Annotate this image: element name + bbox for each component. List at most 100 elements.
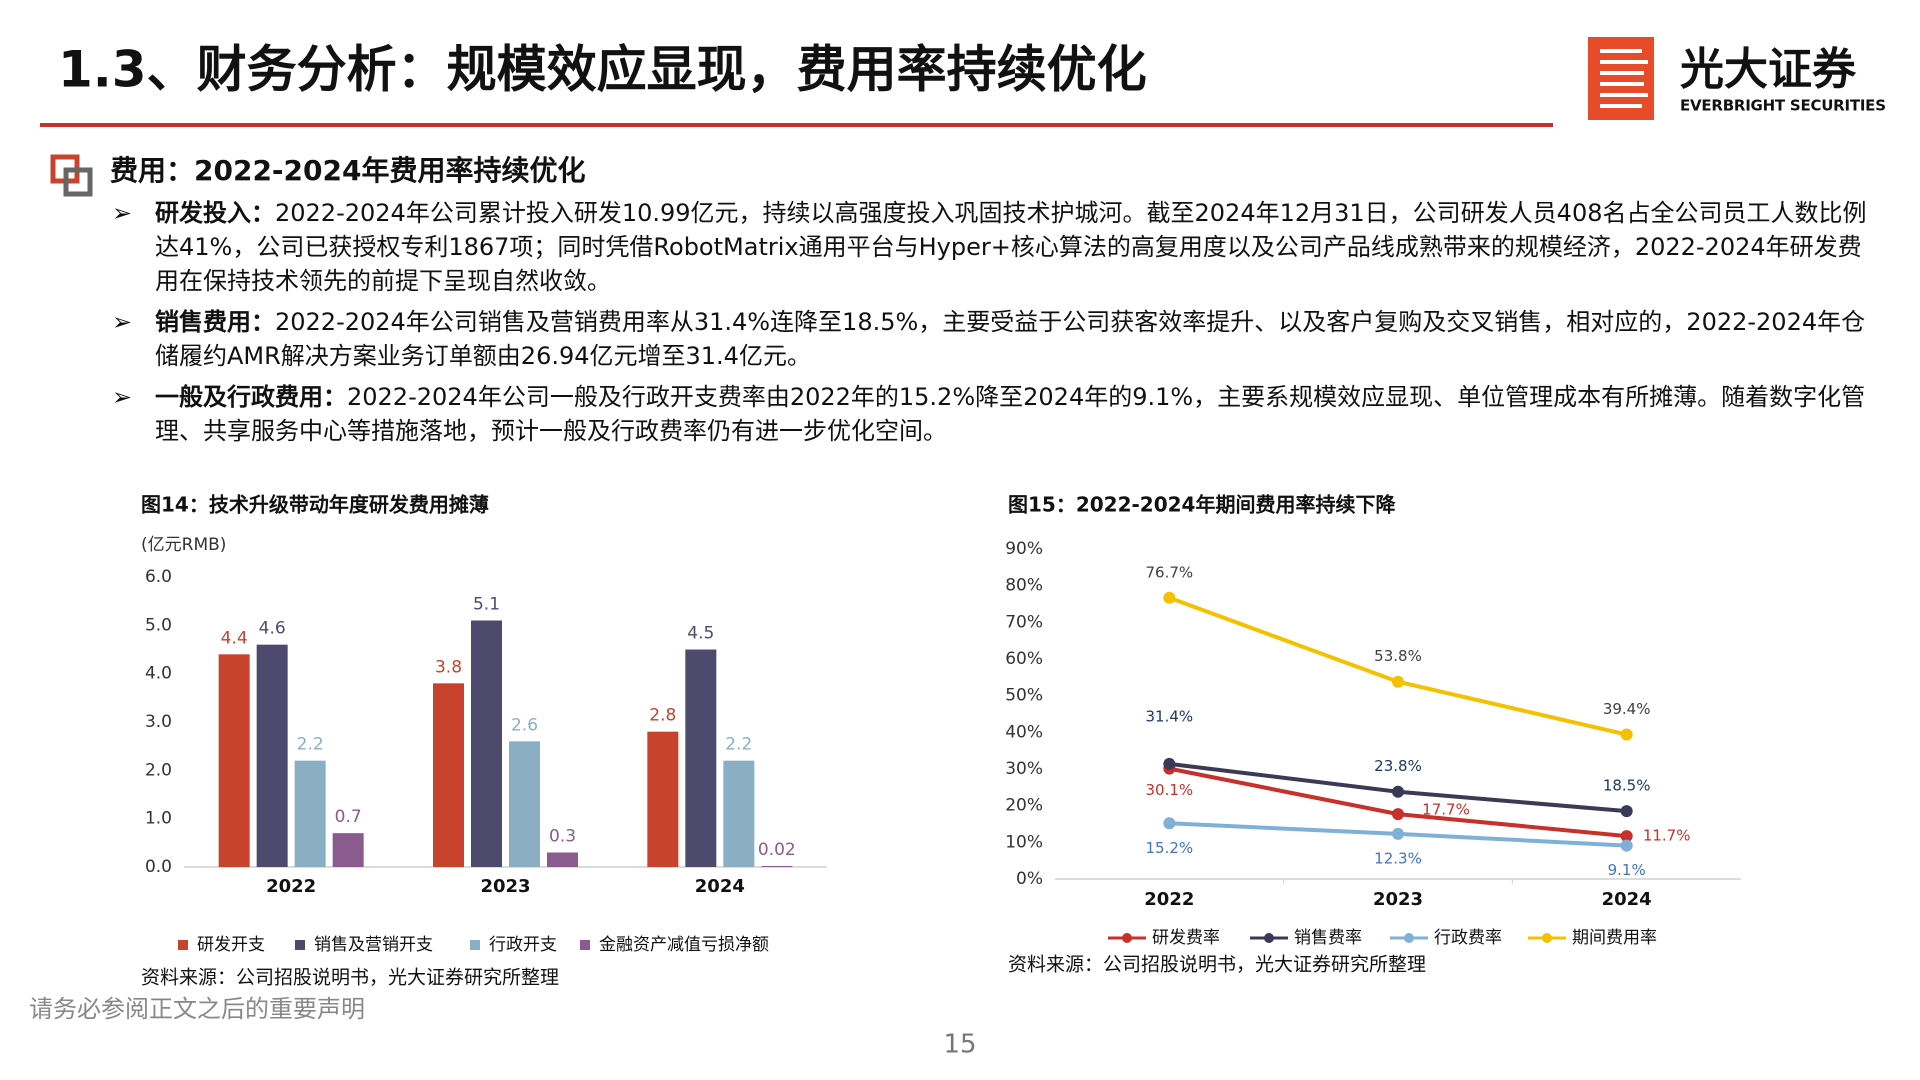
x-tick-label: 2024 <box>1602 889 1652 910</box>
point <box>1392 808 1404 821</box>
line <box>1168 595 1628 737</box>
legend-label: 期间费用率 <box>1572 928 1657 948</box>
point <box>1620 728 1633 741</box>
bar <box>647 731 679 867</box>
point <box>1620 805 1633 818</box>
y-unit: (亿元RMB) <box>141 535 226 555</box>
value-label: 12.3% <box>1374 849 1422 867</box>
point <box>1163 817 1176 830</box>
legend-swatch <box>295 940 305 950</box>
legend-label: 行政费率 <box>1434 928 1502 948</box>
bullet-arrow: ➢ <box>112 308 133 336</box>
y-tick-label: 2.0 <box>145 760 172 780</box>
logo-icon <box>1588 37 1654 120</box>
bullet-text: 2022-2024年公司一般及行政开支费率由2022年的15.2%降至2024年… <box>155 383 1866 445</box>
y-tick-label: 10% <box>1005 832 1043 852</box>
bar <box>509 741 540 867</box>
logo-en: EVERBRIGHT SECURITIES <box>1680 97 1886 115</box>
bullet-label: 一般及行政费用： <box>155 383 347 411</box>
point <box>1620 830 1633 843</box>
bullet-label: 销售费用： <box>155 308 275 336</box>
bar <box>218 654 250 867</box>
y-tick-label: 40% <box>1005 722 1043 742</box>
y-tick-label: 1.0 <box>145 809 172 829</box>
value-label: 3.8 <box>435 657 462 677</box>
section-title: 费用：2022-2024年费用率持续优化 <box>110 154 585 187</box>
value-label: 11.7% <box>1643 827 1691 845</box>
chart-source: 资料来源：公司招股说明书，光大证券研究所整理 <box>141 967 559 989</box>
value-label: 17.7% <box>1422 801 1470 819</box>
legend-marker <box>1122 933 1132 943</box>
y-tick-label: 0% <box>1016 869 1043 889</box>
value-label: 4.5 <box>687 624 714 644</box>
page-number: 15 <box>943 1030 976 1060</box>
legend-swatch <box>470 940 480 950</box>
y-tick-label: 60% <box>1005 649 1043 669</box>
legend-label: 销售及营销开支 <box>314 935 433 955</box>
chart-source: 资料来源：公司招股说明书，光大证券研究所整理 <box>1008 954 1426 976</box>
value-label: 4.6 <box>259 619 286 639</box>
y-tick-label: 70% <box>1005 612 1043 632</box>
y-tick-label: 20% <box>1005 796 1043 816</box>
value-label: 15.2% <box>1146 839 1194 857</box>
bar <box>332 833 364 867</box>
bar <box>433 683 464 867</box>
point <box>1620 839 1633 852</box>
value-label: 2.2 <box>297 735 324 755</box>
bar <box>761 866 793 867</box>
chart-title: 图14：技术升级带动年度研发费用摊薄 <box>141 493 489 517</box>
y-tick-label: 5.0 <box>145 615 172 635</box>
legend-swatch <box>178 940 188 950</box>
legend-marker <box>1264 933 1274 943</box>
point <box>1392 827 1404 840</box>
legend-label: 行政开支 <box>489 935 557 955</box>
page-title: 1.3、财务分析：规模效应显现，费用率持续优化 <box>58 41 1147 99</box>
value-label: 2.2 <box>725 735 752 755</box>
bullet: ➢ 研发投入：2022-2024年公司累计投入研发10.99亿元，持续以高强度投入… <box>112 196 1882 298</box>
value-label: 0.3 <box>549 827 576 847</box>
value-label: 0.02 <box>758 840 796 860</box>
section-icon <box>50 154 93 197</box>
bar <box>547 852 578 867</box>
bullet: ➢ 一般及行政费用：2022-2024年公司一般及行政开支费率由2022年的15.… <box>112 380 1882 448</box>
value-label: 2.8 <box>649 706 676 726</box>
bar <box>685 649 717 867</box>
bullet-list: ➢ 研发投入：2022-2024年公司累计投入研发10.99亿元，持续以高强度投入… <box>112 196 1882 455</box>
value-label: 23.8% <box>1374 757 1422 775</box>
legend-marker <box>1404 933 1414 943</box>
legend-label: 研发开支 <box>197 935 265 955</box>
value-label: 4.4 <box>221 628 248 648</box>
y-tick-label: 80% <box>1005 576 1043 596</box>
x-tick-label: 2024 <box>695 876 745 897</box>
x-tick-label: 2022 <box>1144 889 1194 910</box>
x-tick-label: 2022 <box>266 876 316 897</box>
x-tick-label: 2023 <box>1373 889 1423 910</box>
value-label: 9.1% <box>1608 861 1646 879</box>
y-tick-label: 4.0 <box>145 664 172 684</box>
value-label: 18.5% <box>1603 777 1651 795</box>
value-label: 30.1% <box>1146 781 1194 799</box>
y-tick-label: 0.0 <box>145 857 172 877</box>
y-tick-label: 30% <box>1005 759 1043 779</box>
value-label: 53.8% <box>1374 647 1422 665</box>
bullet-arrow: ➢ <box>112 199 133 227</box>
y-tick-label: 3.0 <box>145 712 172 732</box>
bullet-label: 研发投入： <box>155 199 275 227</box>
chart-title: 图15：2022-2024年期间费用率持续下降 <box>1008 493 1396 517</box>
value-label: 31.4% <box>1146 707 1194 725</box>
x-tick-label: 2023 <box>480 876 530 897</box>
point <box>1163 591 1176 604</box>
value-label: 76.7% <box>1146 563 1194 581</box>
point <box>1392 675 1404 688</box>
logo-cn: 光大证券 <box>1680 44 1857 95</box>
bullet-arrow: ➢ <box>112 383 133 411</box>
value-label: 39.4% <box>1603 700 1651 718</box>
legend-marker <box>1542 933 1552 943</box>
bullet-text: 2022-2024年公司累计投入研发10.99亿元，持续以高强度投入巩固技术护城… <box>155 199 1867 295</box>
bar <box>256 644 288 867</box>
legend-label: 研发费率 <box>1152 928 1220 948</box>
legend-label: 销售费率 <box>1294 928 1362 948</box>
y-tick-label: 90% <box>1005 539 1043 559</box>
